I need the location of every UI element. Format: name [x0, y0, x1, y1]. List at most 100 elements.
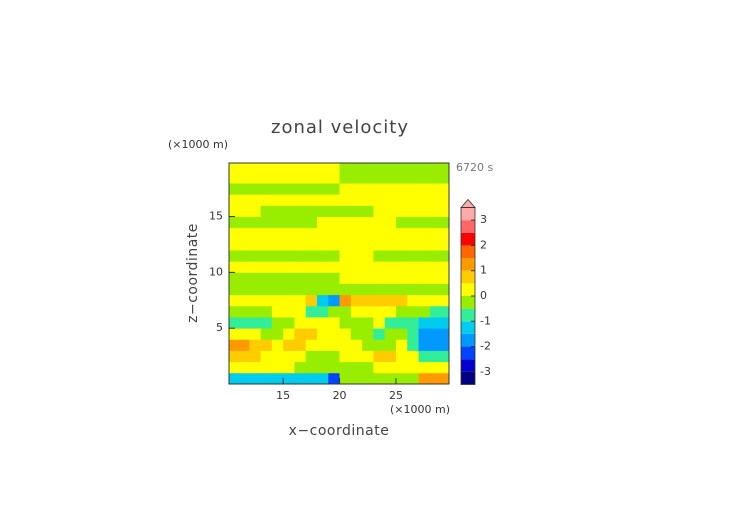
- field-cell: [429, 216, 442, 229]
- field-cell: [283, 317, 295, 329]
- field-cell: [229, 317, 239, 329]
- field-cell: [294, 372, 307, 384]
- field-cell: [362, 183, 374, 195]
- field-cell: [373, 205, 386, 217]
- field-cell: [238, 272, 250, 284]
- field-cell: [441, 194, 449, 206]
- field-cell: [384, 317, 397, 329]
- field-cell: [283, 372, 295, 384]
- field-cell: [328, 205, 340, 217]
- plot-frame: [228, 162, 450, 385]
- field-cell: [271, 227, 284, 240]
- field-cell: [271, 250, 284, 262]
- field-cell: [294, 216, 307, 229]
- field-cell: [429, 294, 442, 307]
- field-cell: [429, 339, 442, 351]
- field-cell: [249, 227, 261, 240]
- field-cell: [249, 294, 261, 307]
- field-cell: [305, 272, 318, 284]
- field-cell: [373, 339, 386, 351]
- field-cell: [418, 372, 431, 384]
- field-cell: [441, 227, 449, 240]
- field-cell: [283, 272, 295, 284]
- field-cell: [328, 250, 340, 262]
- colorbar-tick-label: 1: [480, 264, 487, 277]
- field-cell: [407, 350, 419, 363]
- field-cell: [238, 216, 250, 229]
- field-cell: [384, 283, 397, 296]
- field-cell: [441, 183, 449, 195]
- field-cell: [373, 350, 386, 363]
- field-cell: [407, 250, 419, 262]
- field-cell: [418, 171, 431, 184]
- field-cell: [238, 183, 250, 195]
- field-cell: [441, 294, 449, 307]
- field-cell: [294, 183, 307, 195]
- field-cell: [407, 261, 419, 273]
- field-cell: [362, 163, 374, 173]
- field-cell: [418, 163, 431, 173]
- field-cell: [395, 294, 408, 307]
- field-cell: [429, 350, 442, 363]
- colorbar-tick-label: -1: [480, 314, 491, 327]
- field-cell: [418, 261, 431, 273]
- field-cell: [339, 194, 352, 206]
- field-cell: [238, 194, 250, 206]
- field-cell: [328, 163, 340, 173]
- field-cell: [229, 238, 239, 251]
- field-cell: [229, 361, 239, 374]
- field-cell: [317, 317, 329, 329]
- field-cell: [362, 339, 374, 351]
- colorbar-segment: [461, 258, 475, 271]
- field-cell: [283, 250, 295, 262]
- field-cell: [260, 272, 273, 284]
- field-cell: [395, 163, 408, 173]
- field-cell: [373, 317, 386, 329]
- field-cell: [249, 250, 261, 262]
- field-cell: [305, 294, 318, 307]
- field-cell: [384, 339, 397, 351]
- field-cell: [271, 361, 284, 374]
- field-cell: [407, 171, 419, 184]
- field-cell: [260, 305, 273, 318]
- field-cell: [407, 305, 419, 318]
- field-cell: [260, 216, 273, 229]
- field-cell: [249, 350, 261, 363]
- field-cell: [407, 163, 419, 173]
- field-cell: [373, 171, 386, 184]
- x-unit: (×1000 m): [390, 403, 450, 416]
- field-cell: [429, 205, 442, 217]
- field-cell: [294, 317, 307, 329]
- field-cell: [305, 283, 318, 296]
- field-cell: [407, 216, 419, 229]
- field-cell: [238, 250, 250, 262]
- field-cell: [238, 328, 250, 340]
- field-cell: [350, 372, 363, 384]
- field-cell: [418, 305, 431, 318]
- field-cell: [441, 339, 449, 351]
- field-cell: [441, 216, 449, 229]
- field-cell: [362, 205, 374, 217]
- field-cell: [395, 339, 408, 351]
- field-cell: [238, 205, 250, 217]
- field-cell: [373, 261, 386, 273]
- field-cell: [362, 238, 374, 251]
- field-cell: [260, 361, 273, 374]
- field-cell: [339, 294, 352, 307]
- field-cell: [407, 183, 419, 195]
- field-cell: [339, 163, 352, 173]
- field-cell: [407, 372, 419, 384]
- field-cell: [317, 350, 329, 363]
- colorbar-segment: [461, 207, 475, 221]
- colorbar-segment: [461, 371, 475, 385]
- x-tick-label: 15: [276, 389, 290, 402]
- field-cell: [441, 171, 449, 184]
- field-cell: [384, 171, 397, 184]
- field-cell: [339, 238, 352, 251]
- field-cell: [395, 171, 408, 184]
- field-cell: [229, 350, 239, 363]
- y-unit: (×1000 m): [168, 138, 228, 151]
- field-cell: [350, 283, 363, 296]
- field-cell: [283, 238, 295, 251]
